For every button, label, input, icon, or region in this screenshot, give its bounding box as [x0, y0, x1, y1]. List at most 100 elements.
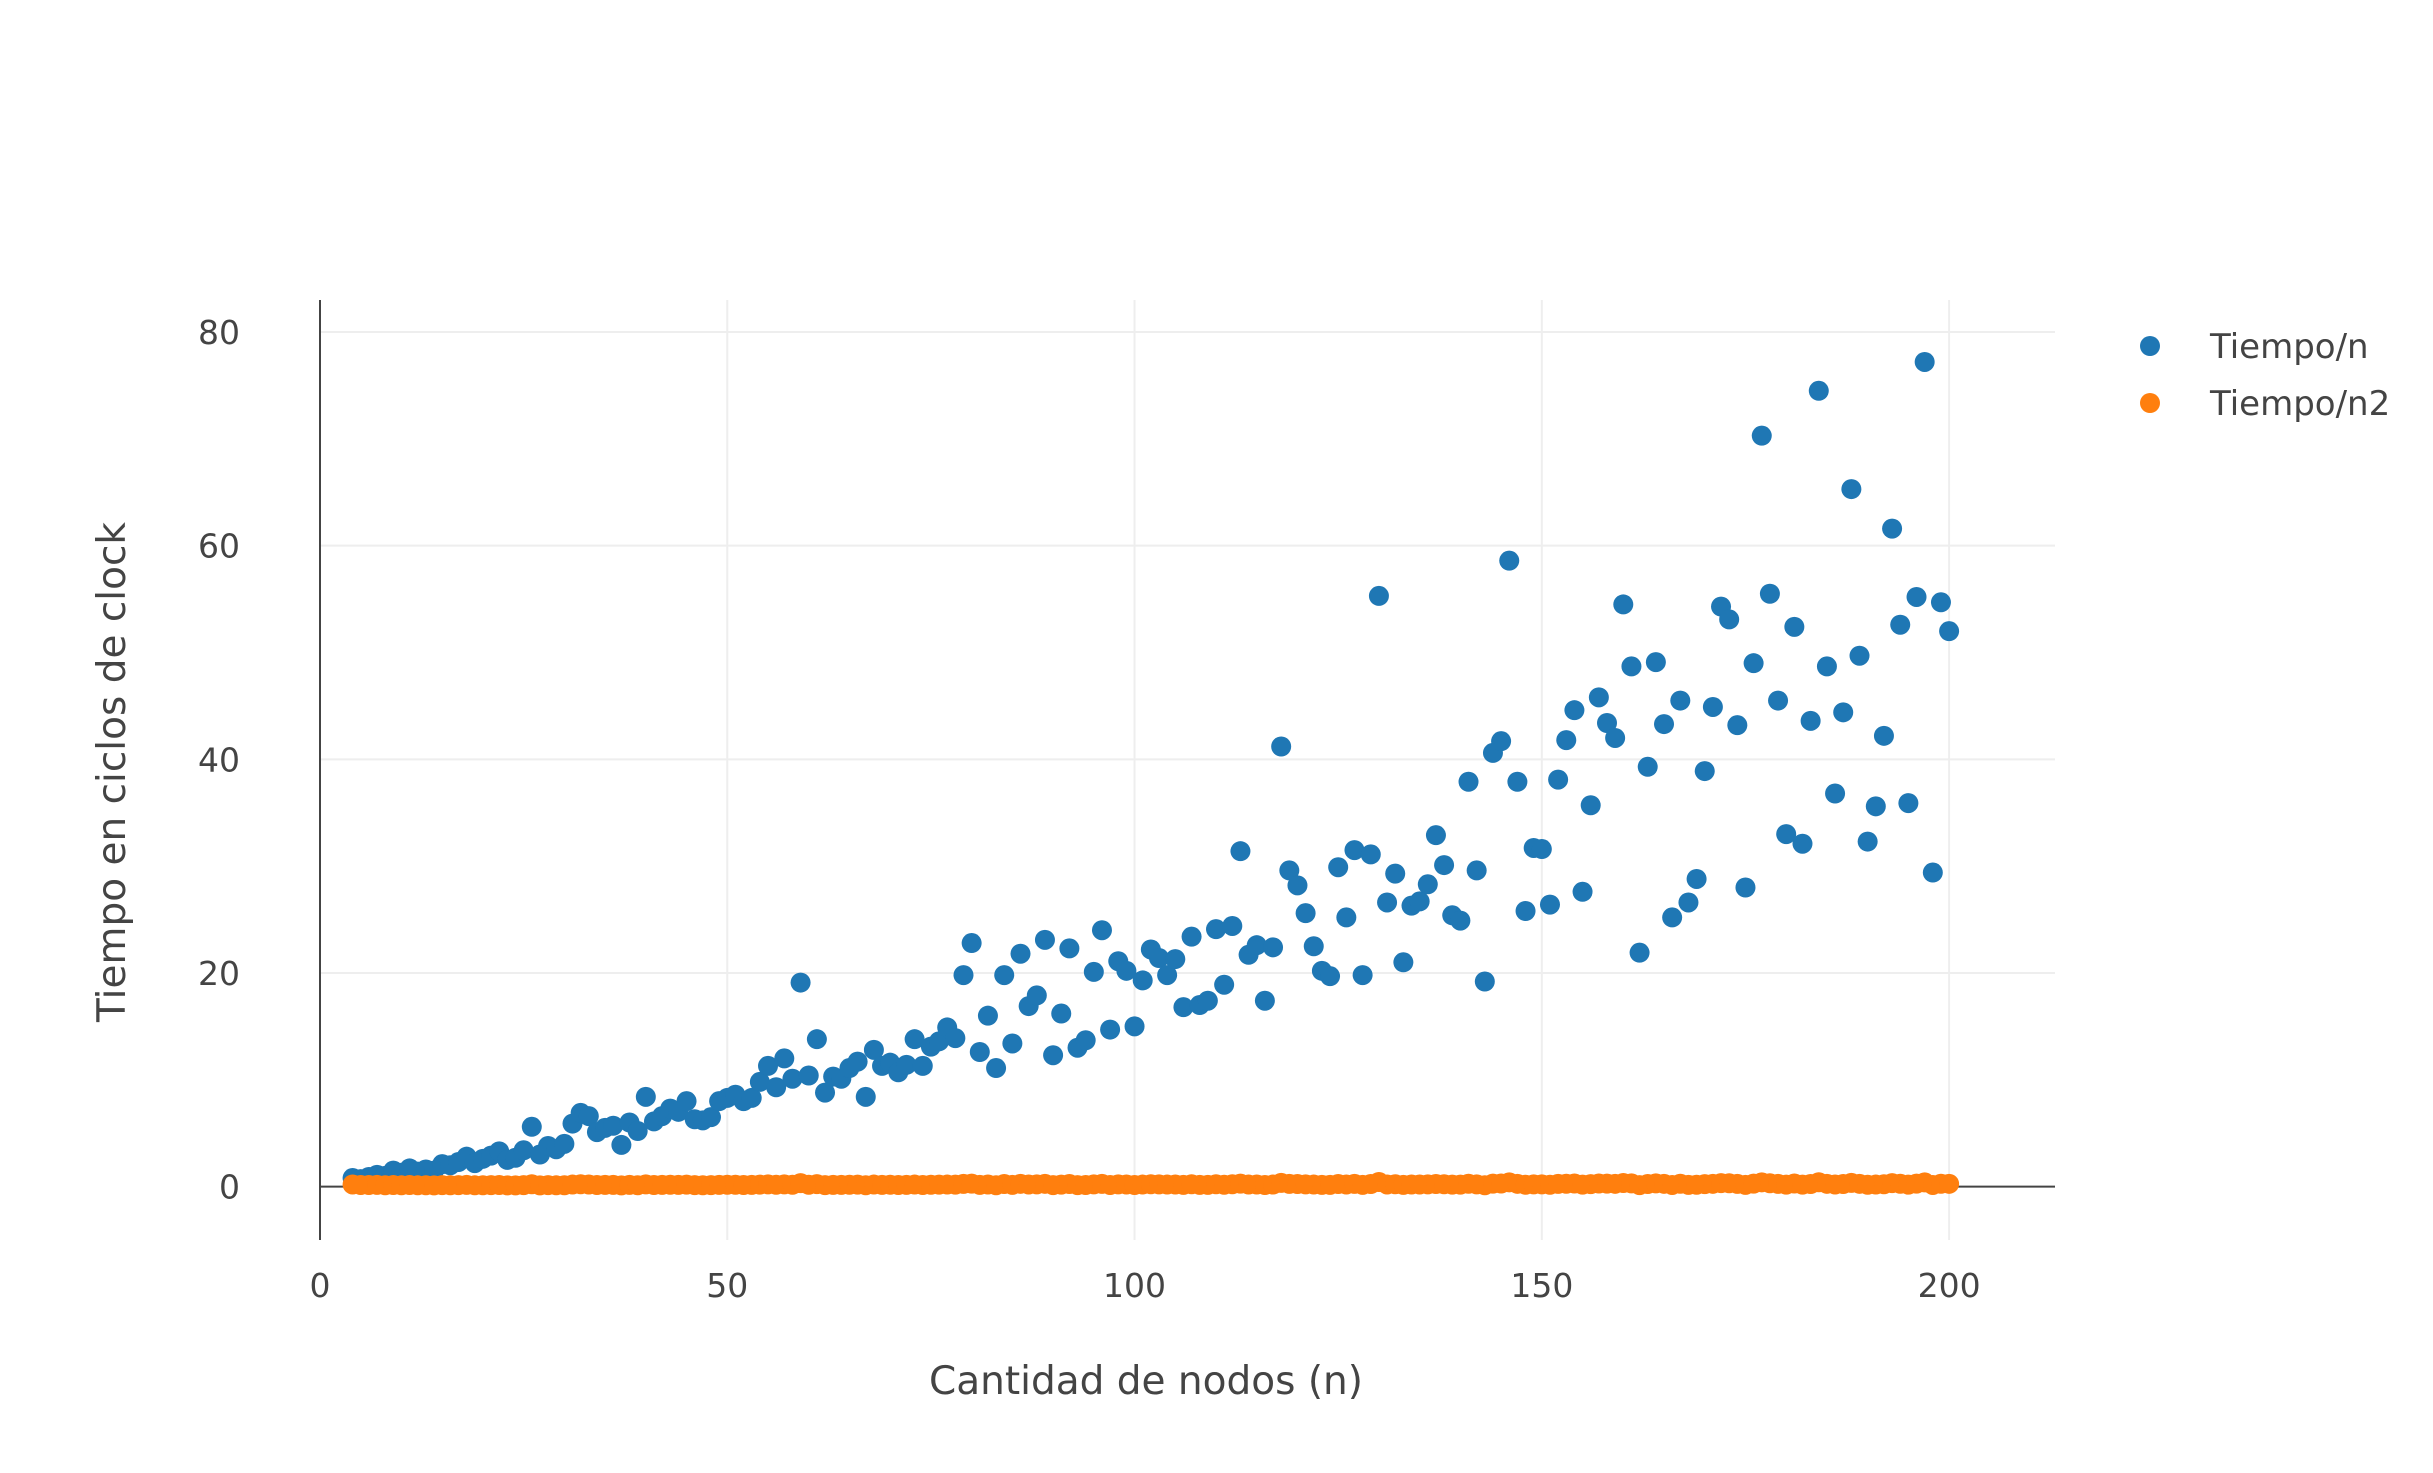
data-point	[1922, 862, 1943, 883]
data-point	[1271, 736, 1292, 757]
data-point	[1507, 771, 1528, 792]
data-point	[1759, 583, 1780, 604]
data-point	[1564, 700, 1585, 721]
data-point	[1491, 731, 1512, 752]
data-point	[1034, 929, 1055, 950]
data-point	[1091, 920, 1112, 941]
data-point	[1792, 833, 1813, 854]
data-point	[1816, 656, 1837, 677]
data-point	[611, 1134, 632, 1155]
data-point	[1882, 518, 1903, 539]
data-point	[1539, 894, 1560, 915]
legend-item-tiempo-n2[interactable]: Tiempo/n2	[2140, 384, 2390, 424]
data-point	[1450, 910, 1471, 931]
data-point	[1165, 949, 1186, 970]
data-point	[847, 1051, 868, 1072]
data-point	[635, 1086, 656, 1107]
data-point	[912, 1055, 933, 1076]
data-point	[1434, 855, 1455, 876]
legend-item-tiempo-n[interactable]: Tiempo/n	[2140, 327, 2369, 367]
data-point	[1360, 844, 1381, 865]
data-point	[969, 1042, 990, 1062]
data-point	[1352, 965, 1373, 986]
series-tiempo-n	[342, 351, 1960, 1190]
data-point	[1849, 645, 1870, 666]
data-point	[1735, 877, 1756, 898]
data-point	[855, 1086, 876, 1107]
data-point	[1181, 926, 1202, 947]
data-point	[1662, 907, 1683, 928]
data-point	[1939, 621, 1960, 642]
data-point	[578, 1106, 599, 1127]
data-point	[798, 1065, 819, 1086]
data-point	[1939, 1173, 1960, 1194]
data-point	[977, 1005, 998, 1026]
data-point	[1132, 970, 1153, 991]
axes	[319, 300, 2055, 1240]
x-tick-label: 200	[1918, 1266, 1981, 1305]
data-point	[1898, 793, 1919, 814]
data-point	[1417, 874, 1438, 895]
data-point	[1059, 938, 1080, 959]
data-point	[1768, 690, 1789, 711]
data-point	[774, 1048, 795, 1069]
data-point	[961, 933, 982, 954]
data-point	[1556, 730, 1577, 751]
legend[interactable]: Tiempo/n Tiempo/n2	[2140, 327, 2390, 424]
data-point	[1010, 943, 1031, 964]
data-point	[1002, 1033, 1023, 1054]
data-point	[806, 1029, 827, 1050]
y-tick-label: 80	[198, 313, 240, 352]
legend-marker-tiempo-n	[2140, 336, 2160, 356]
data-point	[1548, 769, 1569, 790]
data-point	[1368, 585, 1389, 606]
y-tick-label: 40	[198, 740, 240, 779]
data-point	[815, 1082, 836, 1103]
data-point	[1173, 997, 1194, 1018]
data-point	[904, 1029, 925, 1050]
data-point	[1222, 915, 1243, 936]
data-point	[1841, 479, 1862, 500]
grid-lines	[320, 300, 2055, 1240]
data-point	[1580, 795, 1601, 816]
data-point	[1320, 966, 1341, 987]
data-point	[1263, 937, 1284, 958]
data-point	[1124, 1016, 1145, 1037]
data-point	[1254, 990, 1275, 1011]
legend-marker-tiempo-n2	[2140, 393, 2160, 413]
data-point	[749, 1071, 770, 1092]
data-point	[782, 1068, 803, 1089]
series-layer	[342, 351, 1960, 1196]
data-point	[1694, 761, 1715, 782]
data-point	[1116, 960, 1137, 981]
data-point	[1914, 351, 1935, 372]
data-point	[1719, 609, 1740, 630]
data-point	[1621, 656, 1642, 677]
data-point	[1751, 425, 1772, 446]
data-point	[1906, 586, 1927, 607]
data-point	[1458, 771, 1479, 792]
data-point	[1377, 892, 1398, 913]
y-tick-labels: 0 20 40 60 80	[198, 313, 240, 1207]
data-point	[945, 1028, 966, 1049]
data-point	[1588, 687, 1609, 708]
data-point	[1499, 550, 1520, 571]
data-point	[1670, 690, 1691, 711]
data-point	[554, 1133, 575, 1154]
data-point	[1385, 863, 1406, 884]
data-point	[1157, 965, 1178, 986]
data-point	[1825, 783, 1846, 804]
y-tick-label: 0	[219, 1168, 240, 1207]
data-point	[1515, 901, 1536, 921]
data-point	[1857, 831, 1878, 852]
data-point	[627, 1121, 648, 1142]
data-point	[1637, 756, 1658, 777]
data-point	[1214, 974, 1235, 995]
data-point	[758, 1055, 779, 1076]
data-point	[1629, 942, 1650, 963]
data-point	[1026, 985, 1047, 1006]
data-point	[953, 965, 974, 986]
data-point	[521, 1116, 542, 1137]
data-point	[1572, 881, 1593, 902]
